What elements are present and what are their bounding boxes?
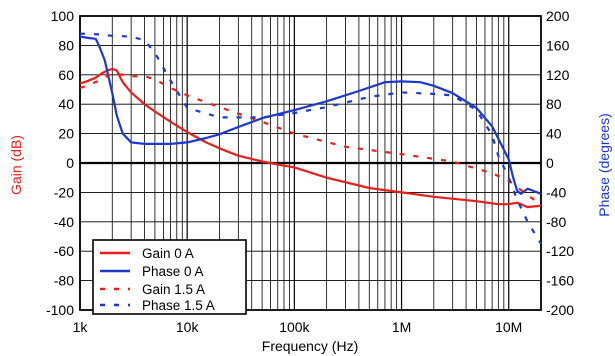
legend-label: Gain 0 A <box>142 246 194 261</box>
ticks-layer: 1k 10k 100k 1M 10M100806040200-20-40-60-80-1… <box>46 8 574 335</box>
series-gain-1-5-a <box>79 72 542 206</box>
y-left-tick-label: 20 <box>58 126 74 142</box>
y-left-tick-label: 100 <box>51 8 75 24</box>
legend-label: Phase 1.5 A <box>142 298 215 313</box>
y-right-tick-label: 80 <box>546 96 562 112</box>
plot-frame <box>79 15 542 311</box>
y-left-tick-label: -20 <box>54 184 74 200</box>
x-tick-label: 1k <box>73 319 89 335</box>
series-layer <box>79 32 542 245</box>
x-axis-label: Frequency (Hz) <box>262 338 358 354</box>
y-left-tick-label: 80 <box>58 37 74 53</box>
y-left-tick-label: -100 <box>46 302 74 318</box>
y-left-tick-label: -40 <box>54 214 74 230</box>
series-gain-0-a <box>79 67 542 209</box>
y-right-tick-label: 0 <box>546 155 554 171</box>
y-right-tick-label: -200 <box>546 302 574 318</box>
x-tick-label: 1M <box>392 319 411 335</box>
y-left-tick-label: 40 <box>58 96 74 112</box>
y-right-tick-label: 200 <box>546 8 570 24</box>
x-tick-label: 10k <box>176 319 200 335</box>
y-left-tick-label: 0 <box>66 155 74 171</box>
y-axis-left-label: Gain (dB) <box>8 135 24 195</box>
x-tick-label: 100k <box>279 319 310 335</box>
y-right-tick-label: -120 <box>546 243 574 259</box>
plot-border <box>79 15 542 311</box>
y-right-tick-label: 120 <box>546 67 570 83</box>
legend-label: Gain 1.5 A <box>142 282 205 297</box>
y-left-tick-label: 60 <box>58 67 74 83</box>
y-right-tick-label: -80 <box>546 214 566 230</box>
x-tick-label: 10M <box>495 319 522 335</box>
series-phase-0-a <box>79 35 542 195</box>
y-left-tick-label: -60 <box>54 243 74 259</box>
y-right-tick-label: -40 <box>546 184 566 200</box>
legend-label: Phase 0 A <box>142 264 204 279</box>
y-right-tick-label: 160 <box>546 37 570 53</box>
y-left-tick-label: -80 <box>54 273 74 289</box>
y-axis-right-label: Phase (degrees) <box>596 113 612 217</box>
y-right-tick-label: -160 <box>546 273 574 289</box>
series-phase-1-5-a <box>79 32 542 245</box>
y-right-tick-label: 40 <box>546 126 562 142</box>
